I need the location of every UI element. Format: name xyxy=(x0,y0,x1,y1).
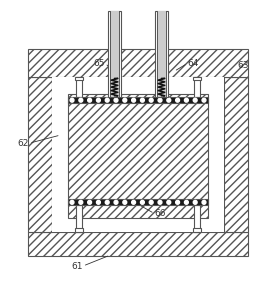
Bar xyxy=(76,77,82,97)
Bar xyxy=(68,199,208,205)
Circle shape xyxy=(97,98,100,102)
Bar xyxy=(194,77,200,97)
Text: 63: 63 xyxy=(237,62,249,71)
Circle shape xyxy=(88,200,92,204)
Bar xyxy=(155,11,168,97)
Circle shape xyxy=(202,98,206,102)
Circle shape xyxy=(202,200,206,204)
Bar xyxy=(52,77,224,232)
Circle shape xyxy=(167,200,171,204)
Circle shape xyxy=(132,200,136,204)
Text: 64: 64 xyxy=(187,59,199,68)
Circle shape xyxy=(193,98,197,102)
Bar xyxy=(28,77,52,232)
Text: 65: 65 xyxy=(94,59,105,68)
Circle shape xyxy=(123,200,127,204)
Bar xyxy=(157,11,166,97)
Bar xyxy=(76,205,82,232)
Bar xyxy=(75,77,83,80)
Circle shape xyxy=(114,98,118,102)
Bar xyxy=(110,11,119,97)
Bar xyxy=(28,49,248,77)
Circle shape xyxy=(105,200,109,204)
Circle shape xyxy=(88,98,92,102)
Bar xyxy=(193,228,201,232)
Circle shape xyxy=(79,200,83,204)
Text: 62: 62 xyxy=(18,139,29,148)
Circle shape xyxy=(132,98,136,102)
Circle shape xyxy=(97,200,100,204)
Text: 61: 61 xyxy=(71,262,83,271)
Bar xyxy=(68,97,208,103)
Circle shape xyxy=(140,98,144,102)
Text: 66: 66 xyxy=(154,209,166,218)
Bar xyxy=(194,205,200,232)
Circle shape xyxy=(176,200,179,204)
Circle shape xyxy=(123,98,127,102)
Circle shape xyxy=(105,98,109,102)
Circle shape xyxy=(158,98,162,102)
Bar xyxy=(224,77,248,232)
Circle shape xyxy=(158,200,162,204)
Circle shape xyxy=(114,200,118,204)
Bar xyxy=(193,77,201,80)
Circle shape xyxy=(193,200,197,204)
Circle shape xyxy=(184,98,188,102)
Circle shape xyxy=(184,200,188,204)
Circle shape xyxy=(149,98,153,102)
Circle shape xyxy=(140,200,144,204)
Circle shape xyxy=(70,98,74,102)
Circle shape xyxy=(70,200,74,204)
Circle shape xyxy=(149,200,153,204)
Bar xyxy=(75,228,83,232)
Circle shape xyxy=(79,98,83,102)
Bar xyxy=(108,11,121,97)
Circle shape xyxy=(176,98,179,102)
Bar xyxy=(68,94,208,218)
Bar xyxy=(28,232,248,257)
Circle shape xyxy=(167,98,171,102)
